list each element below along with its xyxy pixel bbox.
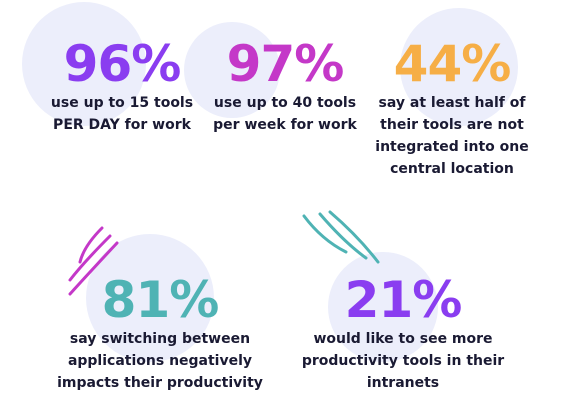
stat-block-81: 81% say switching between applications n… [57, 272, 263, 394]
teal-swoosh-line-1 [302, 214, 348, 254]
stat-caption-line: integrated into one [375, 139, 529, 155]
stat-caption-line: per week for work [213, 117, 357, 133]
stat-value-97: 97% [226, 35, 345, 93]
stat-caption-line: would like to see more [313, 331, 493, 347]
stat-value-81: 81% [101, 271, 220, 329]
stat-caption-line: use up to 15 tools [50, 95, 194, 111]
stat-caption-line: productivity tools in their [301, 353, 505, 369]
stat-block-96: 96% use up to 15 tools PER DAY for work [51, 36, 193, 136]
stat-value-96: 96% [63, 35, 182, 93]
stat-block-97: 97% use up to 40 tools per week for work [213, 36, 357, 136]
stat-caption-line: say at least half of [378, 95, 526, 111]
magenta-swoosh-line-3 [68, 241, 119, 296]
stat-2-background-circle [184, 22, 280, 118]
stat-3-background-circle [400, 8, 518, 126]
stat-block-44: 44% say at least half of their tools are… [375, 36, 528, 180]
stat-caption-line: central location [390, 161, 514, 177]
stat-caption-line: say switching between [69, 331, 251, 347]
teal-swoosh-line-2 [318, 212, 368, 260]
stat-caption-line: their tools are not [380, 117, 524, 133]
magenta-swoosh-line-2 [68, 234, 112, 282]
stat-caption-line: applications negatively [67, 353, 253, 369]
stat-caption-line: impacts their productivity [57, 375, 263, 391]
stat-5-background-circle [328, 252, 438, 362]
stat-value-44: 44% [393, 35, 512, 93]
magenta-swoosh-line-1 [78, 226, 104, 264]
stat-caption-line: intranets [366, 375, 440, 391]
stat-caption-line: use up to 40 tools [213, 95, 357, 111]
stat-caption-line: PER DAY for work [53, 117, 191, 133]
stat-1-background-circle [22, 2, 146, 126]
teal-swoosh-line-3 [328, 210, 380, 264]
stat-value-21: 21% [344, 271, 463, 329]
stat-block-21: 21% would like to see more productivity … [302, 272, 504, 394]
